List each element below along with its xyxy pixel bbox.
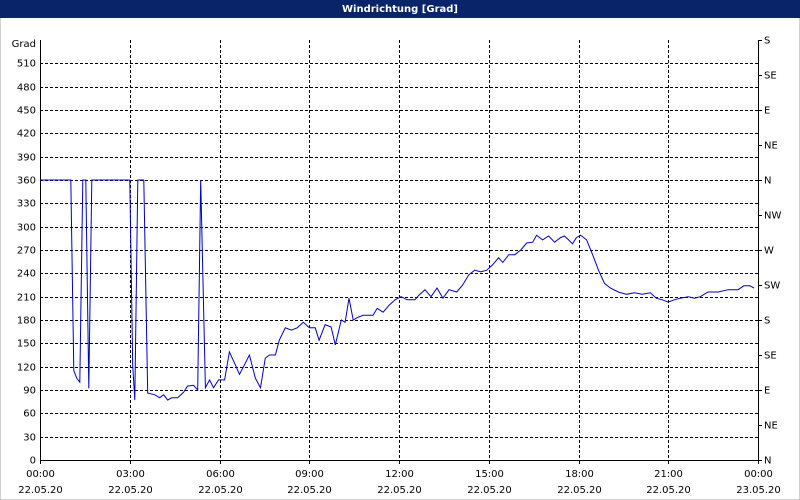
data-line bbox=[40, 179, 755, 401]
x-tick-date: 22.05.20 bbox=[108, 485, 153, 496]
y-tick-label: 420 bbox=[17, 129, 36, 140]
title-bar bbox=[0, 0, 800, 18]
y-tick-label: 240 bbox=[17, 269, 36, 280]
y2-tick-label: N bbox=[764, 456, 771, 467]
x-tick-date: 22.05.20 bbox=[198, 485, 243, 496]
x-tick-label: 15:00 bbox=[475, 469, 504, 480]
y-tick-label: 390 bbox=[17, 153, 36, 164]
y-tick-label: 330 bbox=[17, 199, 36, 210]
x-tick-label: 18:00 bbox=[565, 469, 594, 480]
y-tick-label: 510 bbox=[17, 59, 36, 70]
x-tick-date: 22.05.20 bbox=[18, 485, 63, 496]
y2-tick-label: SE bbox=[764, 351, 777, 362]
x-tick-date: 23.05.20 bbox=[736, 485, 781, 496]
x-tick-label: 09:00 bbox=[295, 469, 324, 480]
x-tick-label: 03:00 bbox=[116, 469, 145, 480]
y-tick-label: 30 bbox=[23, 433, 36, 444]
y2-tick-label: E bbox=[764, 386, 770, 397]
y-axis-label: Grad bbox=[12, 39, 36, 50]
y-tick-label: 0 bbox=[30, 456, 36, 467]
x-tick-date: 22.05.20 bbox=[467, 485, 512, 496]
y2-tick-label: N bbox=[764, 176, 771, 187]
y-tick-label: 60 bbox=[23, 409, 36, 420]
y-tick-label: 180 bbox=[17, 316, 36, 327]
x-tick-label: 12:00 bbox=[385, 469, 414, 480]
y-tick-label: 480 bbox=[17, 83, 36, 94]
x-tick-date: 22.05.20 bbox=[646, 485, 691, 496]
y2-tick-label: SW bbox=[764, 281, 780, 292]
y2-tick-label: E bbox=[764, 106, 770, 117]
y2-tick-label: NW bbox=[764, 211, 781, 222]
x-tick-date: 22.05.20 bbox=[287, 485, 332, 496]
y-tick-label: 450 bbox=[17, 106, 36, 117]
y2-tick-label: NE bbox=[764, 141, 778, 152]
y-tick-label: 270 bbox=[17, 246, 36, 257]
y2-tick-label: S bbox=[764, 36, 770, 47]
y-tick-label: 360 bbox=[17, 176, 36, 187]
y-tick-label: 150 bbox=[17, 339, 36, 350]
y2-tick-label: SE bbox=[764, 71, 777, 82]
x-tick-date: 22.05.20 bbox=[377, 485, 422, 496]
x-tick-date: 22.05.20 bbox=[557, 485, 602, 496]
y2-tick-label: NE bbox=[764, 421, 778, 432]
chart-title: Windrichtung [Grad] bbox=[342, 4, 458, 15]
x-tick-label: 06:00 bbox=[206, 469, 235, 480]
y-tick-label: 90 bbox=[23, 386, 36, 397]
x-tick-label: 21:00 bbox=[654, 469, 683, 480]
y2-tick-label: W bbox=[764, 246, 774, 257]
y-tick-label: 210 bbox=[17, 293, 36, 304]
y2-tick-label: S bbox=[764, 316, 770, 327]
y-tick-label: 120 bbox=[17, 363, 36, 374]
x-tick-label: 00:00 bbox=[26, 469, 55, 480]
x-tick-label: 00:00 bbox=[744, 469, 773, 480]
y-tick-label: 300 bbox=[17, 223, 36, 234]
